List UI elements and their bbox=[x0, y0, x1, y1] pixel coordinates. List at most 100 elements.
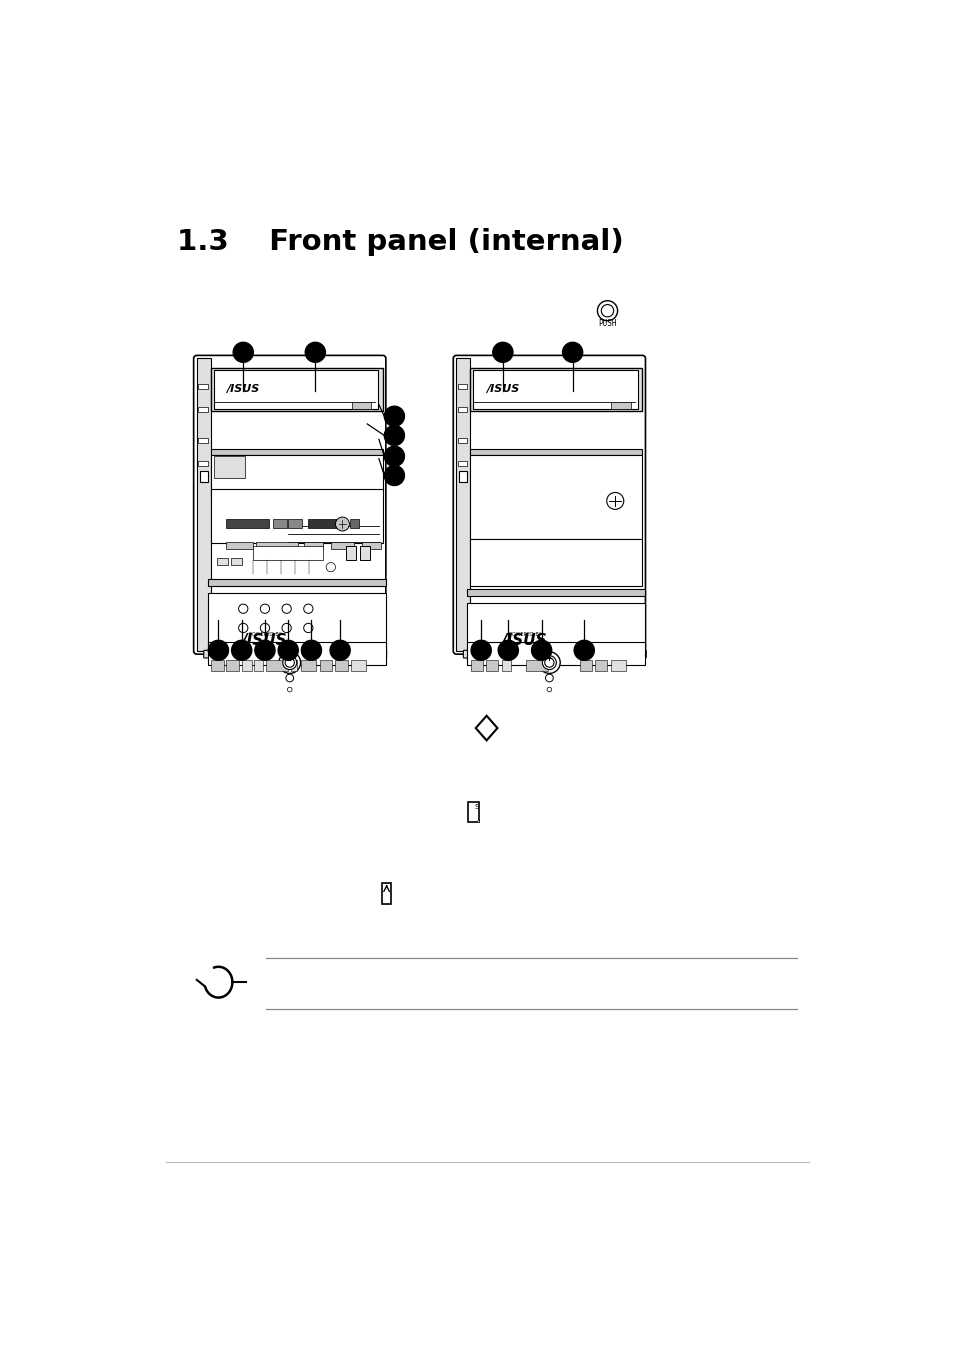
Text: PUSH: PUSH bbox=[598, 319, 616, 328]
Bar bbox=[226, 661, 238, 671]
FancyBboxPatch shape bbox=[463, 650, 645, 658]
Bar bbox=[467, 604, 645, 651]
Circle shape bbox=[233, 342, 253, 362]
Polygon shape bbox=[476, 819, 478, 821]
Bar bbox=[346, 546, 355, 561]
Bar bbox=[307, 519, 346, 528]
Bar bbox=[501, 661, 511, 671]
Circle shape bbox=[606, 493, 623, 509]
Circle shape bbox=[282, 655, 296, 670]
Circle shape bbox=[238, 604, 248, 613]
Bar bbox=[470, 449, 641, 455]
Bar bbox=[470, 455, 641, 539]
Bar bbox=[198, 407, 208, 412]
Bar bbox=[470, 369, 641, 411]
Bar bbox=[610, 661, 625, 671]
Circle shape bbox=[278, 651, 300, 673]
Bar bbox=[211, 369, 382, 411]
Text: /ISUS: /ISUS bbox=[500, 632, 546, 648]
Circle shape bbox=[574, 640, 594, 661]
Bar bbox=[212, 661, 224, 671]
Circle shape bbox=[278, 640, 298, 661]
Circle shape bbox=[260, 623, 270, 632]
Bar bbox=[459, 471, 467, 482]
Bar bbox=[266, 661, 288, 671]
Bar bbox=[213, 370, 377, 408]
Bar bbox=[595, 661, 607, 671]
Circle shape bbox=[254, 640, 274, 661]
Bar bbox=[198, 384, 208, 389]
Bar bbox=[331, 542, 354, 550]
Circle shape bbox=[562, 342, 582, 362]
Bar bbox=[255, 542, 298, 550]
Bar bbox=[360, 546, 369, 561]
Bar bbox=[351, 661, 366, 671]
Bar bbox=[208, 642, 385, 665]
Bar bbox=[457, 438, 467, 443]
Bar bbox=[196, 358, 211, 651]
Circle shape bbox=[287, 688, 292, 692]
Bar bbox=[199, 471, 208, 482]
Bar bbox=[231, 558, 241, 565]
Circle shape bbox=[497, 640, 517, 661]
Bar bbox=[361, 542, 381, 550]
Bar bbox=[211, 455, 382, 497]
Bar bbox=[525, 661, 547, 671]
Circle shape bbox=[493, 342, 513, 362]
Bar bbox=[213, 457, 245, 478]
Bar bbox=[467, 642, 645, 665]
Circle shape bbox=[384, 466, 404, 485]
Circle shape bbox=[384, 446, 404, 466]
Circle shape bbox=[238, 623, 248, 632]
Bar bbox=[198, 461, 208, 466]
Bar bbox=[211, 449, 382, 455]
Circle shape bbox=[232, 640, 252, 661]
Circle shape bbox=[305, 342, 325, 362]
Circle shape bbox=[260, 604, 270, 613]
Bar bbox=[352, 403, 371, 408]
Circle shape bbox=[384, 407, 404, 426]
Circle shape bbox=[286, 674, 294, 682]
Bar bbox=[288, 519, 302, 528]
FancyBboxPatch shape bbox=[468, 802, 478, 821]
Bar bbox=[208, 593, 385, 651]
Bar bbox=[300, 661, 315, 671]
Bar bbox=[216, 558, 228, 565]
Text: /ISUS: /ISUS bbox=[485, 384, 518, 393]
Circle shape bbox=[303, 623, 313, 632]
Bar bbox=[291, 661, 297, 671]
Circle shape bbox=[597, 301, 617, 320]
Text: S: S bbox=[474, 804, 478, 811]
Circle shape bbox=[330, 640, 350, 661]
Bar bbox=[253, 661, 263, 671]
Circle shape bbox=[531, 640, 551, 661]
Bar bbox=[273, 519, 286, 528]
Circle shape bbox=[303, 604, 313, 613]
Bar bbox=[198, 438, 208, 443]
Bar bbox=[226, 519, 269, 528]
Text: 1.3    Front panel (internal): 1.3 Front panel (internal) bbox=[177, 227, 623, 255]
Bar bbox=[226, 542, 253, 550]
Circle shape bbox=[471, 640, 491, 661]
Bar bbox=[485, 661, 497, 671]
Text: POWERED BY: POWERED BY bbox=[249, 632, 282, 636]
Text: /ISUS: /ISUS bbox=[241, 632, 287, 648]
Circle shape bbox=[545, 674, 553, 682]
Bar bbox=[467, 589, 645, 596]
Bar bbox=[579, 661, 592, 671]
Bar bbox=[335, 661, 348, 671]
Bar bbox=[350, 519, 359, 528]
Bar bbox=[457, 407, 467, 412]
Bar bbox=[457, 384, 467, 389]
Circle shape bbox=[537, 651, 559, 673]
Bar bbox=[471, 661, 483, 671]
Bar bbox=[473, 370, 637, 408]
Bar bbox=[253, 546, 323, 561]
Circle shape bbox=[546, 688, 551, 692]
Circle shape bbox=[208, 640, 229, 661]
Circle shape bbox=[384, 426, 404, 446]
Text: /ISUS: /ISUS bbox=[226, 384, 259, 393]
Circle shape bbox=[600, 304, 613, 317]
Bar bbox=[456, 358, 470, 651]
Bar bbox=[242, 661, 252, 671]
